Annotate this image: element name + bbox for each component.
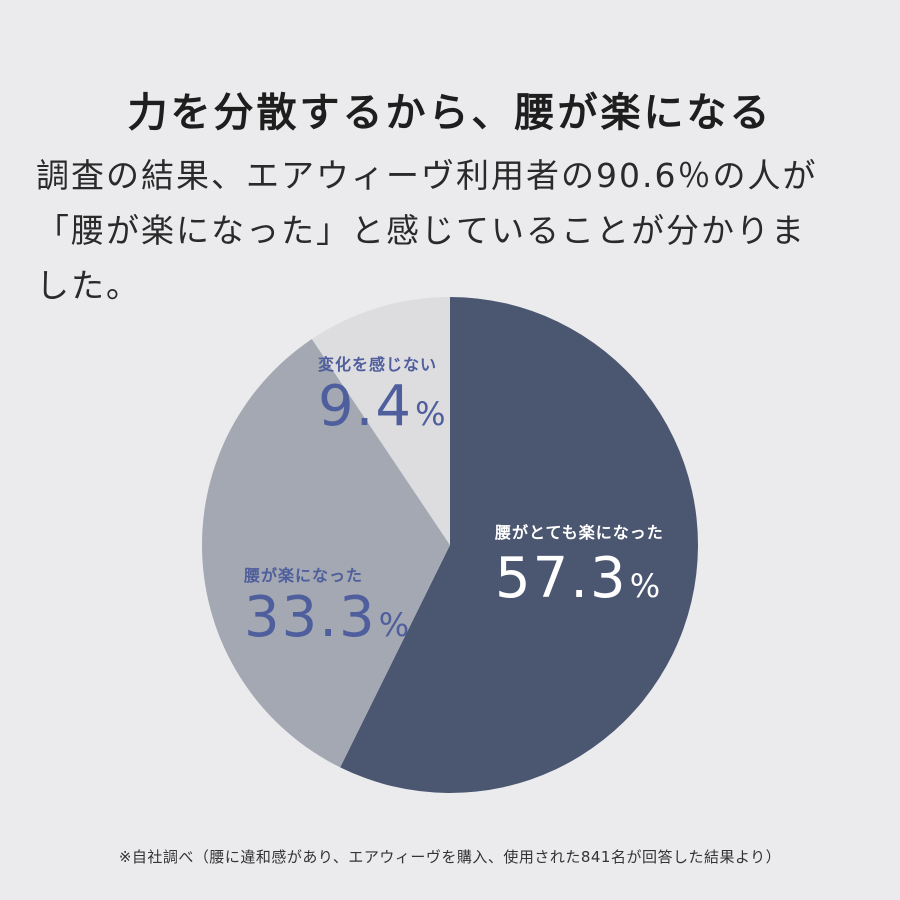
slice-name: 腰が楽になった [244,566,364,585]
slice-name: 変化を感じない [318,355,438,374]
pie-slice-relieved [201,339,450,768]
slice-value-unit: % [378,606,410,644]
description-line: 「腰が楽になった」と感じていることが分かりま [36,211,806,250]
slice-value: 9.4% [318,377,445,444]
slice-value-unit: % [415,395,446,433]
description-line: 調査の結果、エアウィーヴ利用者の90.6％の人が [36,156,818,195]
pie-slice-very-relieved [340,297,698,793]
slice-value-unit: % [629,567,661,605]
pie-slice-no-change [311,297,450,545]
slice-value: 57.3% [495,549,664,616]
description-line: した。 [36,266,141,305]
slice-name: 腰がとても楽になった [495,523,664,542]
slice-label-very-relieved: 腰がとても楽になった 57.3% [495,523,664,616]
footnote: ※自社調べ（腰に違和感があり、エアウィーヴを購入、使用された841名が回答した結… [118,848,782,866]
slice-value: 33.3% [244,588,409,655]
slice-value-number: 33.3 [244,585,377,650]
description-text: 調査の結果、エアウィーヴ利用者の90.6％の人が 「腰が楽になった」と感じている… [36,148,876,313]
slice-value-number: 57.3 [495,546,628,611]
slice-label-relieved: 腰が楽になった 33.3% [244,566,409,655]
slice-value-number: 9.4 [318,374,414,439]
page-title: 力を分散するから、腰が楽になる [127,89,773,136]
slice-label-no-change: 変化を感じない 9.4% [318,355,445,444]
